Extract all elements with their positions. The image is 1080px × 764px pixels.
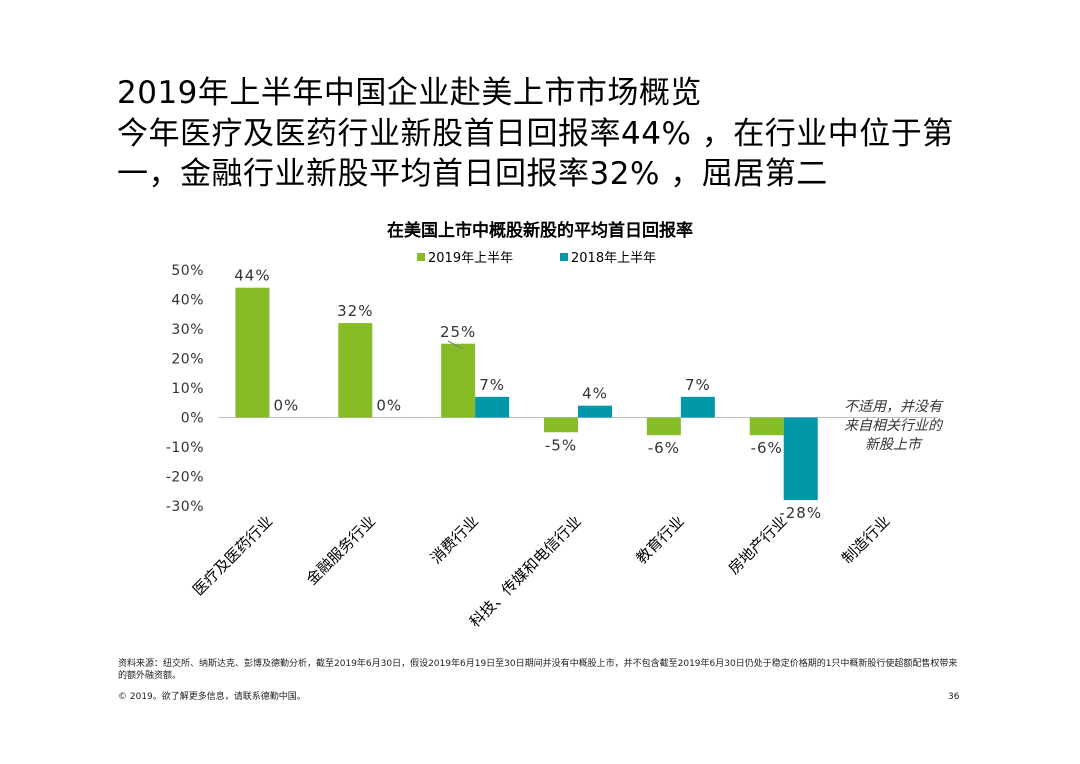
data-label: -5% bbox=[545, 436, 577, 454]
data-label: -28% bbox=[779, 504, 822, 522]
bar-2018h1 bbox=[578, 405, 612, 418]
bar-2019h1 bbox=[235, 287, 270, 418]
data-label: 7% bbox=[685, 376, 711, 394]
chart-title: 在美国上市中概股新股的平均首日回报率 bbox=[387, 220, 693, 241]
x-tick-label: 教育行业 bbox=[633, 512, 688, 567]
legend-label-2: 2018年上半年 bbox=[571, 251, 656, 266]
x-tick-label: 房地产行业 bbox=[725, 512, 791, 578]
bar-2018h1 bbox=[680, 396, 715, 418]
data-label: -6% bbox=[751, 439, 783, 457]
bar-2019h1 bbox=[749, 417, 784, 436]
data-label: 25% bbox=[440, 323, 476, 341]
page-subtitle: 今年医疗及医药行业新股首日回报率44% ，在行业中位于第 一，金融行业新股平均首… bbox=[117, 114, 987, 194]
page-title: 2019年上半年中国企业赴美上市市场概览 bbox=[117, 75, 702, 111]
data-label: 32% bbox=[337, 302, 373, 320]
x-tick-label: 科技、传媒和电信行业 bbox=[466, 512, 585, 631]
bar-2019h1 bbox=[338, 323, 373, 418]
legend-label-1: 2019年上半年 bbox=[428, 251, 513, 266]
legend-swatch-2 bbox=[560, 253, 568, 261]
y-tick-label: -10% bbox=[166, 440, 204, 456]
page-number: 36 bbox=[948, 692, 960, 702]
bar-2018h1 bbox=[783, 417, 818, 501]
data-label: -6% bbox=[648, 439, 680, 457]
label-leader-line bbox=[447, 340, 464, 350]
x-tick-label: 消费行业 bbox=[427, 512, 482, 567]
data-label: 0% bbox=[274, 397, 300, 415]
x-tick-label: 医疗及医药行业 bbox=[189, 512, 276, 599]
bar-2019h1 bbox=[646, 417, 681, 436]
y-tick-label: 10% bbox=[171, 381, 204, 397]
chart-annotation: 不适用，并没有来自相关行业的新股上市 bbox=[844, 399, 942, 453]
data-label: 44% bbox=[234, 267, 270, 285]
y-tick-label: -30% bbox=[166, 499, 204, 515]
legend-swatch-1 bbox=[417, 253, 425, 261]
source-footnote: 资料来源：纽交所、纳斯达克、彭博及德勤分析，截至2019年6月30日，假设201… bbox=[118, 659, 958, 681]
bar-2018h1 bbox=[475, 396, 510, 418]
x-tick-label: 制造行业 bbox=[838, 512, 893, 567]
y-tick-label: 20% bbox=[171, 352, 204, 368]
bar-2019h1 bbox=[544, 417, 578, 433]
y-tick-label: -20% bbox=[166, 470, 204, 486]
y-tick-label: 50% bbox=[171, 263, 204, 279]
data-label: 4% bbox=[582, 385, 608, 403]
y-tick-label: 30% bbox=[171, 322, 204, 338]
copyright-text: © 2019。欲了解更多信息，请联系德勤中国。 bbox=[118, 692, 306, 702]
bar-chart: 在美国上市中概股新股的平均首日回报率 2019年上半年 2018年上半年 50% 40%… bbox=[166, 220, 938, 631]
data-label: 0% bbox=[376, 397, 402, 415]
bar-2019h1 bbox=[441, 343, 476, 418]
y-tick-label: 0% bbox=[181, 411, 204, 427]
x-tick-label: 金融服务行业 bbox=[303, 512, 379, 588]
y-tick-label: 40% bbox=[171, 293, 204, 309]
data-label: 7% bbox=[479, 376, 505, 394]
subtitle-line-2: 一，金融行业新股平均首日回报率32% ，屈居第二 bbox=[117, 156, 828, 192]
subtitle-line-1: 今年医疗及医药行业新股首日回报率44% ，在行业中位于第 bbox=[117, 116, 954, 152]
